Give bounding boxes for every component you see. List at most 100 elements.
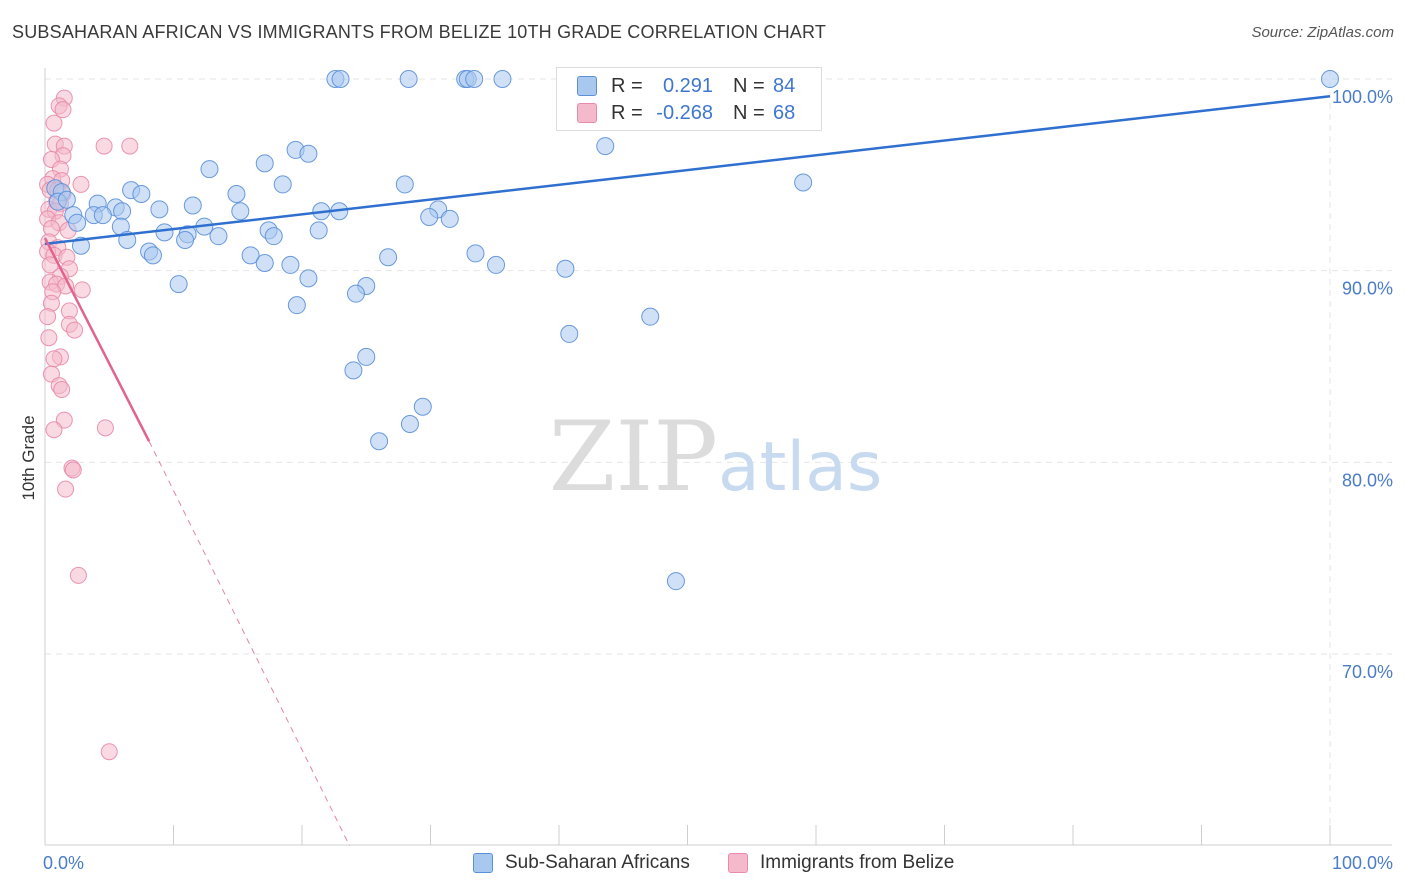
- belize-point: [45, 114, 63, 132]
- subsaharan-point: [395, 175, 414, 194]
- subsaharan-point: [399, 70, 418, 88]
- legend-n-value: 84: [773, 74, 796, 97]
- subsaharan-point: [273, 175, 292, 194]
- belize-point: [73, 281, 91, 299]
- legend-r-value: 0.291: [662, 74, 713, 97]
- subsaharan-point: [132, 185, 151, 203]
- subsaharan-point: [299, 269, 318, 288]
- subsaharan-point: [794, 173, 813, 192]
- legend-swatch-blue: [577, 76, 597, 96]
- belize-point: [64, 461, 82, 479]
- series-legend: Sub-Saharan Africans Immigrants from Bel…: [0, 852, 1406, 878]
- subsaharan-point: [331, 70, 350, 88]
- subsaharan-point: [556, 259, 575, 278]
- watermark-atlas: atlas: [718, 428, 882, 507]
- legend-label: Immigrants from Belize: [760, 852, 955, 873]
- subsaharan-point: [113, 202, 132, 221]
- subsaharan-point: [309, 221, 328, 240]
- legend-r-label: R =: [611, 74, 643, 97]
- source-label: Source: ZipAtlas.com: [1251, 24, 1394, 41]
- subsaharan-point: [596, 137, 615, 156]
- subsaharan-point: [227, 185, 246, 203]
- y-tick-label: 100.0%: [1332, 87, 1393, 107]
- subsaharan-point: [169, 275, 188, 294]
- belize-point: [69, 566, 87, 584]
- legend-r-label: R =: [611, 101, 643, 124]
- subsaharan-point: [264, 227, 283, 246]
- subsaharan-point: [183, 196, 202, 215]
- legend-row-subsaharan: R = 0.291 N = 84: [577, 73, 795, 99]
- subsaharan-point: [231, 202, 250, 221]
- subsaharan-point: [370, 432, 389, 451]
- watermark-zip: ZIP: [549, 401, 718, 513]
- subsaharan-point: [155, 223, 174, 242]
- subsaharan-point: [344, 361, 363, 380]
- subsaharan-point: [241, 246, 260, 265]
- subsaharan-point: [357, 347, 376, 366]
- belize-point: [121, 137, 139, 155]
- legend-label: Sub-Saharan Africans: [505, 852, 690, 873]
- legend-r-value: -0.268: [656, 101, 713, 124]
- subsaharan-point: [150, 200, 169, 219]
- subsaharan-point: [493, 70, 512, 88]
- belize-point: [53, 381, 71, 398]
- legend-item-subsaharan[interactable]: Sub-Saharan Africans: [473, 852, 690, 874]
- subsaharan-point: [71, 236, 90, 255]
- subsaharan-point: [255, 154, 274, 173]
- subsaharan-point: [93, 206, 112, 225]
- subsaharan-point: [209, 227, 228, 246]
- subsaharan-point: [281, 255, 300, 274]
- subsaharan-point: [400, 415, 419, 433]
- legend-item-belize[interactable]: Immigrants from Belize: [728, 852, 954, 874]
- subsaharan-point: [466, 244, 485, 263]
- chart-title: SUBSAHARAN AFRICAN VS IMMIGRANTS FROM BE…: [12, 22, 827, 42]
- legend-swatch-pink: [728, 853, 748, 873]
- subsaharan-point: [299, 144, 318, 163]
- tick-labels: 70.0% 80.0% 90.0% 100.0% 0.0% 100.0%: [43, 87, 1393, 873]
- y-tick-label: 70.0%: [1342, 662, 1393, 682]
- subsaharan-point: [346, 284, 365, 303]
- stats-legend: R = 0.291 N = 84 R = -0.268 N = 68: [556, 67, 822, 131]
- belize-point: [96, 419, 114, 437]
- belize-trend-line: [43, 237, 151, 442]
- subsaharan-trend-line: [44, 95, 1331, 246]
- subsaharan-point: [413, 397, 432, 416]
- subsaharan-point: [420, 208, 439, 226]
- subsaharan-point: [143, 246, 162, 265]
- belize-point: [57, 480, 75, 498]
- subsaharan-point: [641, 307, 660, 326]
- subsaharan-point: [68, 213, 87, 232]
- subsaharan-point: [666, 572, 685, 591]
- trend-lines: [43, 95, 1331, 846]
- x-tick-label: 0.0%: [43, 853, 84, 873]
- belize-point: [95, 137, 113, 155]
- belize-point: [40, 329, 58, 347]
- belize-point: [72, 175, 90, 193]
- subsaharan-point: [176, 231, 195, 249]
- legend-n-label: N =: [733, 74, 765, 97]
- y-axis-title: 10th Grade: [19, 415, 38, 500]
- y-tick-label: 80.0%: [1342, 470, 1393, 490]
- subsaharan-point: [487, 255, 506, 274]
- subsaharan-point: [57, 190, 76, 209]
- subsaharan-point: [465, 70, 484, 88]
- subsaharan-point: [440, 209, 459, 228]
- belize-point: [66, 321, 84, 339]
- subsaharan-point: [379, 248, 398, 267]
- axes: [44, 68, 1392, 846]
- subsaharan-point: [200, 160, 219, 179]
- belize-trend-extension: [148, 441, 350, 846]
- belize-point: [45, 421, 63, 439]
- series-belize-points: [39, 89, 139, 761]
- legend-row-belize: R = -0.268 N = 68: [577, 100, 795, 126]
- series-subsaharan-points: [46, 70, 1339, 591]
- legend-swatch-blue: [473, 853, 493, 873]
- belize-point: [54, 101, 72, 119]
- belize-point: [100, 743, 118, 761]
- subsaharan-point: [1321, 70, 1339, 88]
- x-tick-label: 100.0%: [1332, 853, 1393, 873]
- legend-n-label: N =: [733, 101, 765, 124]
- subsaharan-point: [560, 324, 579, 343]
- subsaharan-point: [287, 296, 306, 315]
